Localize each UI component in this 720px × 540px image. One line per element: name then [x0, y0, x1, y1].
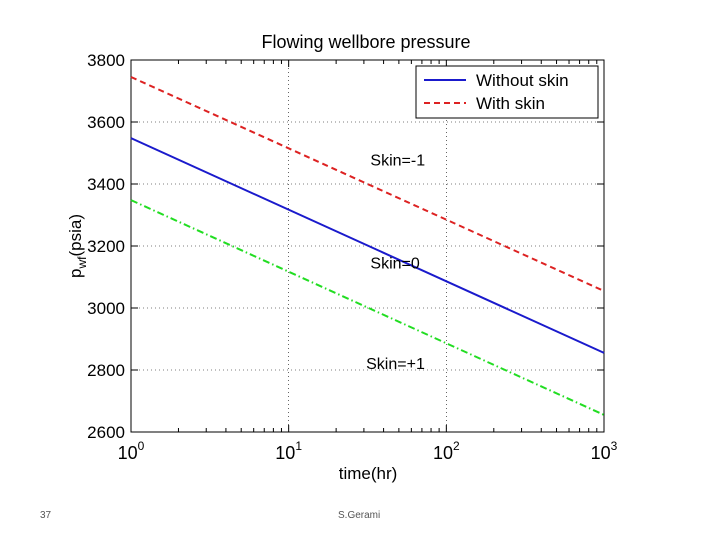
y-axis-label-base: p	[66, 269, 85, 278]
series-lines	[130, 76, 605, 416]
x-axis-ticks: 100 101 102 103	[118, 60, 618, 463]
legend-label: Without skin	[476, 71, 569, 90]
x-tick-label: 102	[433, 439, 460, 463]
x-tick-label-base: 10	[118, 443, 138, 463]
x-tick-label-base: 10	[433, 443, 453, 463]
x-tick-label-exponent: 2	[453, 439, 460, 453]
legend-box	[415, 65, 599, 119]
y-axis-label: pwf(psia)	[66, 214, 89, 278]
skin-annotation: Skin=+1	[366, 356, 425, 373]
y-axis-label-unit: (psia)	[66, 214, 85, 257]
x-tick-label: 101	[275, 439, 302, 463]
author-credit: S.Gerami	[338, 510, 381, 521]
x-tick-label-exponent: 0	[138, 439, 145, 453]
series-line	[130, 199, 605, 416]
skin-annotation: Skin=0	[370, 256, 419, 273]
legend-label: With skin	[476, 94, 545, 113]
y-tick-label: 3200	[87, 237, 125, 256]
chart-title: Flowing wellbore pressure	[261, 32, 470, 52]
y-axis-ticks: 2600 2800 3000 3200 3400 3600 3800	[87, 51, 604, 442]
y-tick-label: 3400	[87, 175, 125, 194]
x-tick-label: 103	[591, 439, 618, 463]
y-tick-label: 3000	[87, 299, 125, 318]
series-line	[130, 137, 605, 354]
series-line	[130, 76, 605, 292]
skin-annotations: Skin=-1 Skin=0 Skin=+1	[366, 152, 425, 372]
page-number: 37	[40, 510, 52, 521]
x-axis-label: time(hr)	[339, 464, 398, 483]
x-tick-label-base: 10	[591, 443, 611, 463]
y-tick-label: 3800	[87, 51, 125, 70]
x-tick-label-base: 10	[275, 443, 295, 463]
legend: Without skin With skin	[415, 65, 599, 119]
x-tick-label-exponent: 1	[295, 439, 302, 453]
y-axis-label-subscript: wf	[75, 256, 89, 270]
y-tick-label: 3600	[87, 113, 125, 132]
x-tick-label: 100	[118, 439, 145, 463]
skin-annotation: Skin=-1	[370, 152, 425, 169]
x-tick-label-exponent: 3	[611, 439, 618, 453]
y-tick-label: 2800	[87, 361, 125, 380]
y-tick-label: 2600	[87, 423, 125, 442]
